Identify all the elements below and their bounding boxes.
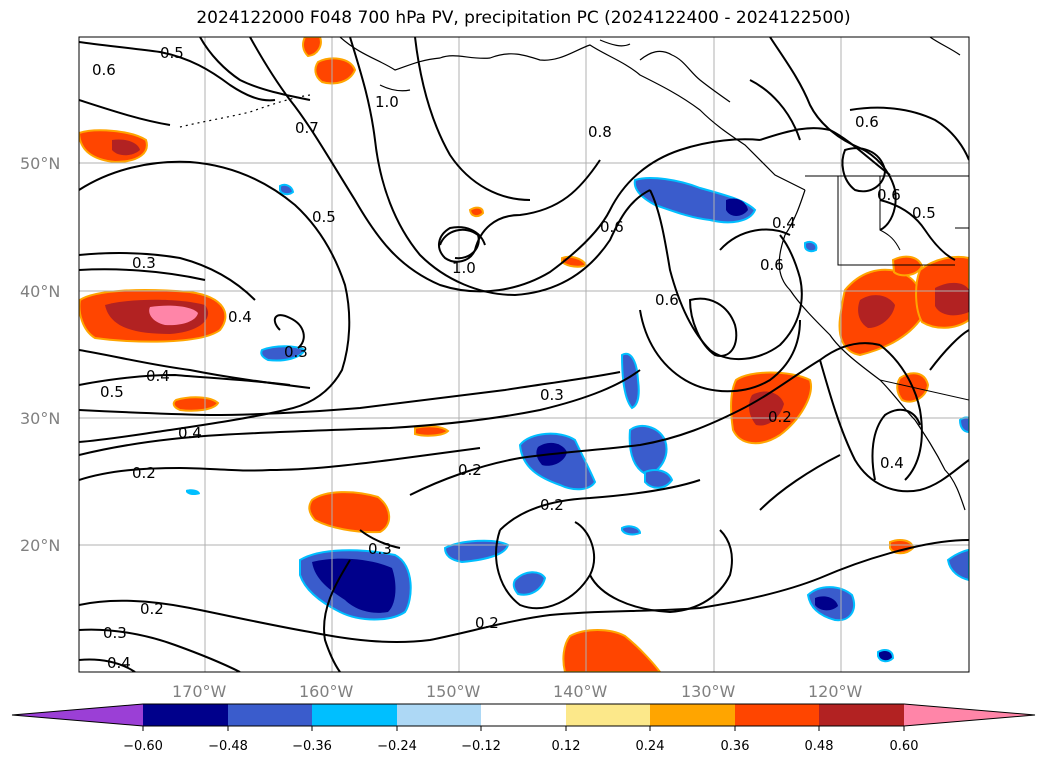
colorbar-tick-label: −0.12 [461,739,501,754]
contour-label: 1.0 [375,93,399,111]
contour-label: 0.4 [228,308,252,326]
contour-label: 0.2 [458,461,482,479]
contour-label: 0.4 [178,424,202,442]
colorbar: −0.60 −0.48 −0.36 −0.24 −0.12 0.12 0.24 … [11,703,1036,754]
colorbar-segment [228,704,312,726]
map-title: 2024122000 F048 700 hPa PV, precipitatio… [196,8,851,28]
colorbar-segment [143,704,228,726]
contour-label: 0.6 [855,113,879,131]
lat-label: 20°N [20,536,60,555]
lon-label: 160°W [299,682,354,701]
contour-label: 0.5 [312,208,336,226]
graticule [79,37,969,672]
contour-label: 0.3 [284,343,308,361]
colorbar-tick-label: −0.48 [208,739,248,754]
colorbar-tick-label: 0.60 [890,739,919,754]
contour-label: 0.5 [100,383,124,401]
precip-shading [79,37,969,672]
contour-label: 0.4 [772,214,796,232]
latitude-labels: 50°N 40°N 30°N 20°N [20,154,60,555]
contour-label: 0.4 [880,454,904,472]
colorbar-segment [312,704,397,726]
lat-label: 50°N [20,154,60,173]
contour-label: 0.2 [768,408,792,426]
colorbar-extend-low [12,704,143,726]
lon-label: 130°W [681,682,736,701]
colorbar-segment [819,704,904,726]
colorbar-segment [650,704,735,726]
contour-label: 1.0 [452,259,476,277]
contour-label: 0.4 [107,654,131,672]
colorbar-segment [735,704,819,726]
contour-label: 0.2 [475,614,499,632]
positive-precip-areas [79,37,969,672]
contour-label: 0.3 [368,540,392,558]
colorbar-segment [566,704,650,726]
map-area [79,37,969,672]
contour-label: 0.6 [655,291,679,309]
contour-label: 0.2 [140,600,164,618]
contour-label: 0.2 [540,496,564,514]
lat-label: 30°N [20,409,60,428]
contour-label: 0.4 [146,367,170,385]
colorbar-segment [397,704,481,726]
contour-label: 0.3 [540,386,564,404]
contour-label: 0.5 [912,204,936,222]
colorbar-tick-label: −0.24 [377,739,417,754]
contour-labels: 0.5 0.6 1.0 0.7 0.8 0.6 0.5 1.0 0.3 0.4 … [92,44,936,672]
colorbar-tick-label: 0.48 [805,739,834,754]
pv-contours [79,37,969,672]
contour-label: 0.3 [132,254,156,272]
colorbar-tick-label: 0.12 [552,739,581,754]
colorbar-segment [481,704,566,726]
lat-label: 40°N [20,282,60,301]
colorbar-tick-label: −0.36 [292,739,332,754]
contour-label: 0.6 [760,256,784,274]
lon-label: 140°W [553,682,608,701]
contour-label: 0.3 [103,624,127,642]
contour-label: 0.6 [877,186,901,204]
lon-label: 120°W [808,682,863,701]
contour-label: 0.5 [160,44,184,62]
lon-label: 170°W [172,682,227,701]
lon-label: 150°W [426,682,481,701]
map-border [78,36,970,673]
longitude-labels: 170°W 160°W 150°W 140°W 130°W 120°W [172,682,863,701]
colorbar-extend-high [904,704,1035,726]
colorbar-tick-label: −0.60 [123,739,163,754]
contour-label: 0.8 [588,123,612,141]
contour-label: 0.6 [600,218,624,236]
colorbar-tick-label: 0.24 [636,739,665,754]
contour-label: 0.7 [295,119,319,137]
contour-label: 0.2 [132,464,156,482]
contour-label: 0.6 [92,61,116,79]
colorbar-tick-label: 0.36 [721,739,750,754]
coastlines [179,37,966,511]
